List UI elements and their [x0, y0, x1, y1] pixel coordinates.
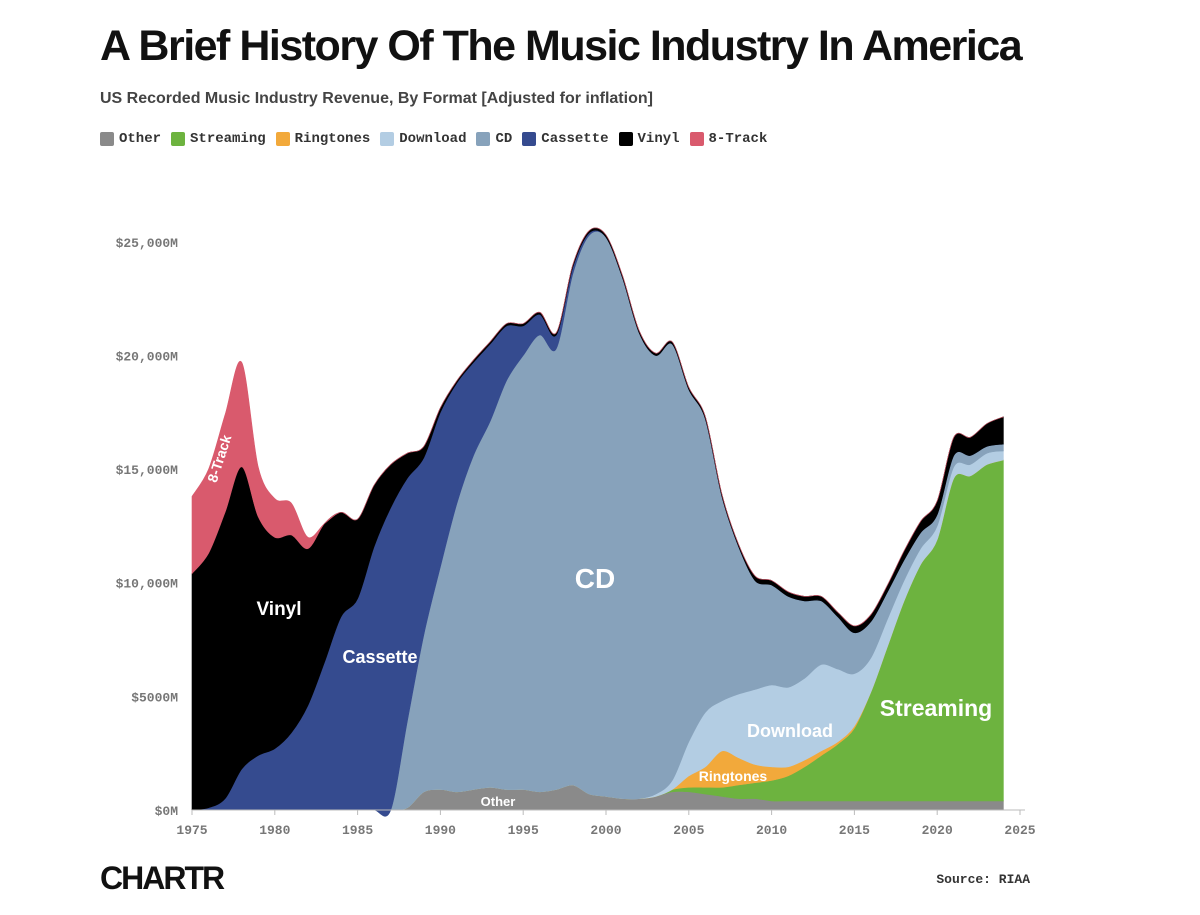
legend-swatch: [275, 132, 290, 146]
y-tick-label: $25,000M: [116, 236, 179, 251]
x-tick-label: 2010: [756, 823, 787, 838]
area-label-other: Other: [481, 794, 516, 809]
y-tick-label: $20,000M: [116, 349, 179, 364]
legend-item-cd: CD: [476, 131, 512, 147]
legend-label: Cassette: [541, 131, 609, 147]
legend-swatch: [100, 132, 114, 146]
x-tick-label: 2025: [1004, 823, 1035, 838]
legend-item-other: Other: [100, 131, 161, 147]
area-8-track: [191, 227, 1004, 627]
legend-label: CD: [495, 131, 513, 147]
y-tick-label: $0M: [155, 804, 179, 819]
legend-swatch: [476, 132, 491, 146]
x-tick-label: 2005: [673, 823, 704, 838]
x-tick-label: 2015: [839, 823, 870, 838]
area-label-cassette: Cassette: [342, 647, 417, 667]
x-tick-label: 1995: [508, 823, 539, 838]
legend-label: Ringtones: [294, 131, 371, 147]
x-tick-label: 1985: [342, 823, 373, 838]
source-note: Source: RIAA: [936, 872, 1030, 887]
x-tick-label: 2020: [922, 823, 953, 838]
legend-swatch: [689, 132, 704, 146]
area-label-ringtones: Ringtones: [699, 768, 768, 784]
chart-subtitle: US Recorded Music Industry Revenue, By F…: [100, 90, 653, 107]
y-tick-label: $15,000M: [116, 463, 179, 478]
area-label-group: Other Streaming Ringtones Download CD Cassett…: [204, 432, 992, 809]
x-tick-label: 1990: [425, 823, 456, 838]
legend-swatch: [380, 132, 395, 146]
legend-label: 8-Track: [708, 131, 768, 147]
area-label-vinyl: Vinyl: [256, 599, 301, 620]
legend-item-streaming: Streaming: [171, 131, 266, 147]
x-tick-label: 1980: [259, 823, 290, 838]
legend-item-ringtones: Ringtones: [275, 131, 371, 147]
legend-label: Other: [119, 131, 162, 147]
legend-swatch: [522, 132, 537, 146]
legend-item-cassette: Cassette: [522, 131, 609, 147]
legend-label: Download: [399, 131, 467, 147]
legend-label: Streaming: [190, 131, 266, 147]
area-label-download: Download: [747, 721, 833, 741]
y-tick-label: $5000M: [131, 690, 178, 705]
legend-item-8-track: 8-Track: [689, 131, 768, 147]
legend-label: Vinyl: [637, 131, 680, 147]
legend-item-download: Download: [380, 131, 466, 147]
x-tick-label: 2000: [590, 823, 621, 838]
chart-title: A Brief History Of The Music Industry In…: [100, 22, 1023, 70]
legend-swatch: [171, 132, 186, 146]
chart-legend: Other Streaming Ringtones Download CD Cassett…: [100, 131, 777, 147]
area-label-cd: CD: [575, 563, 615, 594]
brand-logo: CHARTR: [100, 860, 225, 896]
area-label-streaming: Streaming: [880, 695, 992, 721]
legend-item-vinyl: Vinyl: [618, 131, 680, 147]
legend-swatch: [618, 132, 633, 146]
chart-axes: 1975 1980 1985 1990 1995 2000 2005 2010 2015 2020…: [116, 236, 1036, 838]
area-series-group: [191, 227, 1004, 817]
y-tick-label: $10,000M: [116, 577, 179, 592]
x-tick-label: 1975: [176, 823, 207, 838]
